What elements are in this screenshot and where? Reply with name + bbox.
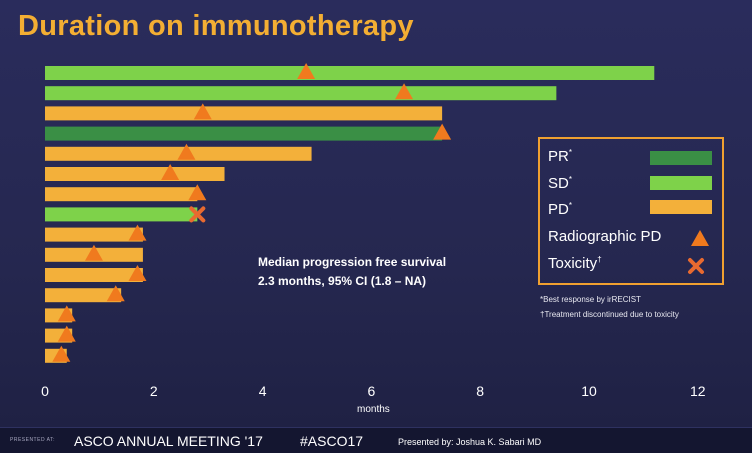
pd-marker-1 <box>297 63 316 79</box>
pd-marker-15 <box>52 345 71 362</box>
legend-dagger: † <box>597 255 602 264</box>
x-tick-10: 10 <box>581 383 597 399</box>
bar-3 <box>45 106 443 121</box>
pd-marker-4 <box>433 123 452 140</box>
pd-marker-3 <box>193 103 212 120</box>
legend-swatch-pd <box>650 200 712 214</box>
legend-label-toxicity: Toxicity <box>548 255 598 272</box>
pd-marker-11 <box>128 265 147 281</box>
toxicity-marker-8 <box>189 206 206 223</box>
bar-2 <box>45 86 557 101</box>
pd-marker-7 <box>188 184 207 201</box>
bar-6 <box>45 167 225 181</box>
median-pfs-line2: 2.3 months, 95% CI (1.8 – NA) <box>258 274 427 288</box>
bar-7 <box>45 187 198 202</box>
bar-11 <box>45 268 143 282</box>
legend-swatch-sd <box>650 176 712 190</box>
pd-marker-6 <box>161 164 180 180</box>
x-tick-2: 2 <box>150 383 158 399</box>
bar-9 <box>45 227 143 242</box>
legend-label-sd: SD <box>548 175 569 192</box>
legend-asterisk-sd: * <box>568 175 572 184</box>
bar-12 <box>45 288 122 303</box>
x-tick-4: 4 <box>259 383 267 399</box>
pd-marker-13 <box>57 305 76 322</box>
pd-marker-12 <box>106 285 125 302</box>
legend-asterisk-pr: * <box>568 148 572 157</box>
x-tick-6: 6 <box>368 383 376 399</box>
legend-label-pd: PD <box>548 201 569 218</box>
bar-8 <box>45 207 198 222</box>
triangle-icon <box>691 230 709 246</box>
pd-marker-9 <box>128 224 147 241</box>
median-pfs-annotation: Median progression free survival 2.3 mon… <box>258 253 446 291</box>
footnote-best-response: *Best response by irRECIST <box>540 295 641 304</box>
legend-label-pr: PR <box>548 148 569 165</box>
presenter-credit: Presented by: Joshua K. Sabari MD <box>398 437 542 447</box>
meeting-name: ASCO ANNUAL MEETING '17 <box>74 433 263 449</box>
bar-4 <box>45 126 443 141</box>
bar-1 <box>45 66 655 80</box>
x-axis-label: months <box>357 404 390 415</box>
legend-label-radiographic: Radiographic PD <box>548 228 662 245</box>
bar-5 <box>45 146 312 161</box>
footer-bar: PRESENTED AT: ASCO ANNUAL MEETING '17 #A… <box>0 427 752 453</box>
pd-marker-5 <box>177 143 196 160</box>
presented-at-label: PRESENTED AT: <box>10 437 56 443</box>
x-tick-8: 8 <box>476 383 484 399</box>
median-pfs-line1: Median progression free survival <box>258 255 447 269</box>
x-tick-0: 0 <box>41 383 49 399</box>
legend-swatch-pr <box>650 151 712 165</box>
pd-marker-10 <box>84 244 103 261</box>
pd-marker-2 <box>395 83 414 100</box>
page-title: Duration on immunotherapy <box>18 10 414 42</box>
x-tick-12: 12 <box>690 383 706 399</box>
footnote-discontinued: †Treatment discontinued due to toxicity <box>540 310 679 319</box>
legend-asterisk-pd: * <box>568 201 572 210</box>
meeting-hashtag: #ASCO17 <box>300 433 364 449</box>
x-mark-icon <box>688 258 704 274</box>
legend: PR* SD* PD* Radiographic PD Toxicity† <box>538 137 724 285</box>
pd-marker-14 <box>57 325 76 342</box>
